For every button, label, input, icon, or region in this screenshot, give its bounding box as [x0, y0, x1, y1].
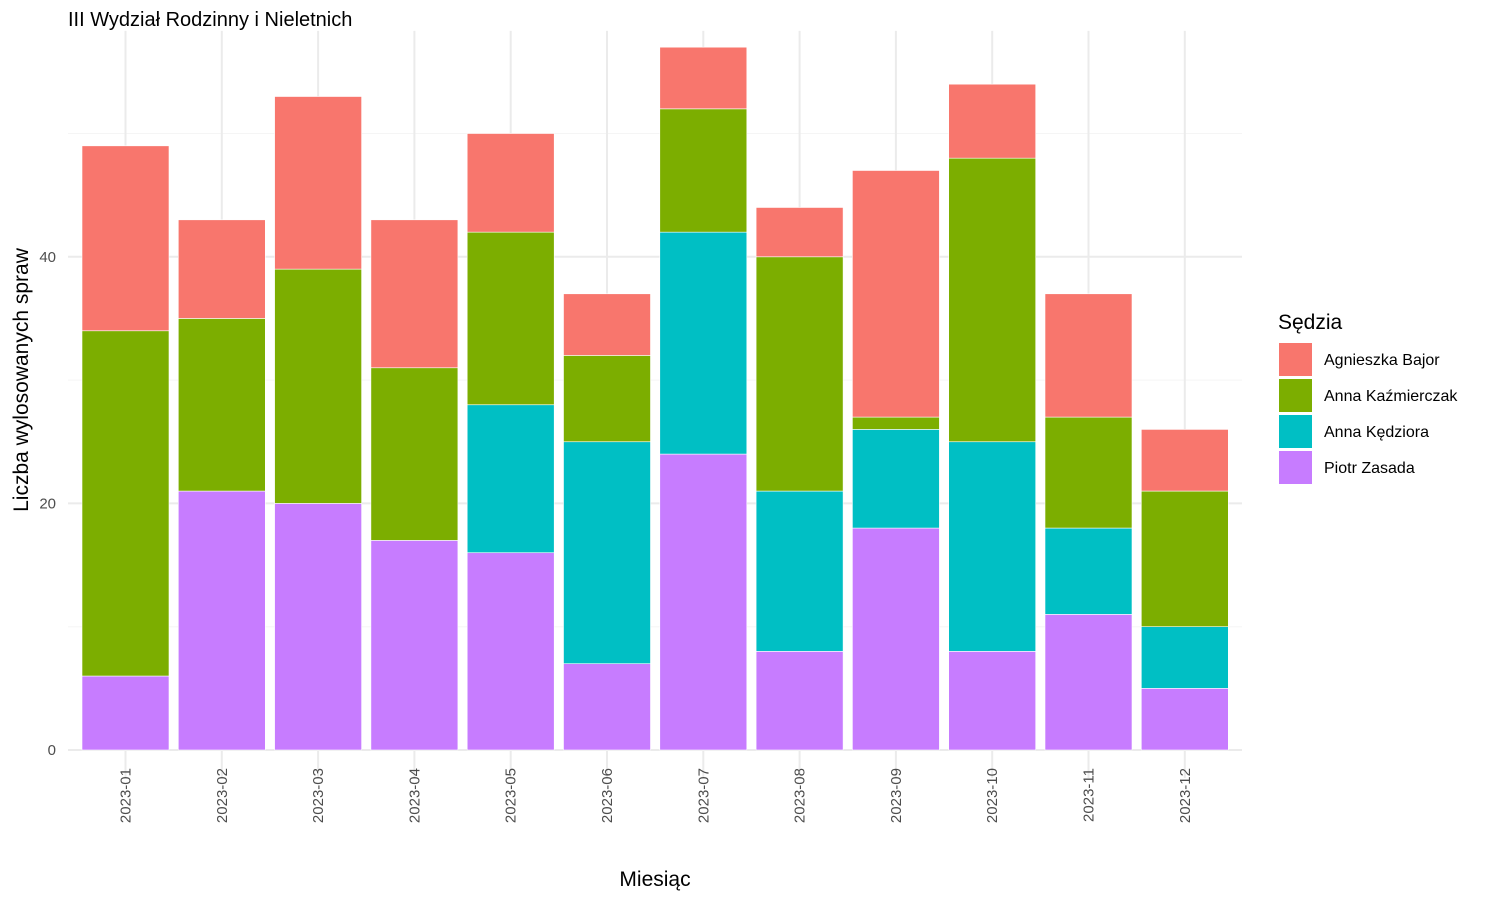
x-tick-label: 2023-01 — [118, 768, 135, 823]
bar-segment-anna-kaźmierczak-2023-07 — [659, 108, 748, 233]
bar-segment-anna-kędziora-2023-09 — [852, 429, 940, 529]
legend-label: Piotr Zasada — [1324, 460, 1415, 477]
x-tick-label: 2023-10 — [984, 768, 1001, 823]
bar-segment-anna-kędziora-2023-05 — [466, 404, 555, 554]
legend-label: Agnieszka Bajor — [1324, 352, 1440, 369]
legend-label: Anna Kaźmierczak — [1324, 388, 1458, 405]
bar-segment-piotr-zasada-2023-05 — [466, 552, 555, 751]
bar-segment-piotr-zasada-2023-11 — [1044, 614, 1133, 751]
legend-swatch — [1279, 343, 1312, 376]
x-tick-label: 2023-11 — [1081, 768, 1098, 822]
bar-segment-piotr-zasada-2023-01 — [81, 675, 170, 751]
bar-segment-anna-kędziora-2023-10 — [948, 441, 1037, 652]
bar-segment-agnieszka-bajor-2023-08 — [755, 207, 844, 258]
bar-segment-anna-kaźmierczak-2023-08 — [755, 256, 844, 492]
bar-segment-piotr-zasada-2023-07 — [659, 453, 748, 751]
y-tick-label: 20 — [39, 495, 56, 512]
bar-segment-anna-kędziora-2023-07 — [659, 231, 748, 455]
y-tick-label: 0 — [48, 742, 56, 759]
bar-segment-piotr-zasada-2023-03 — [274, 503, 362, 751]
bar-segment-anna-kaźmierczak-2023-02 — [178, 318, 266, 492]
bar-segment-agnieszka-bajor-2023-09 — [852, 170, 940, 418]
legend-label: Anna Kędziora — [1324, 424, 1429, 441]
bar-segment-agnieszka-bajor-2023-11 — [1044, 293, 1133, 418]
bar-segment-agnieszka-bajor-2023-01 — [81, 145, 170, 332]
y-axis-title: Liczba wylosowanych spraw — [10, 247, 33, 512]
bar-segment-anna-kaźmierczak-2023-06 — [563, 355, 651, 443]
bar-segment-anna-kędziora-2023-08 — [755, 490, 844, 652]
x-tick-label: 2023-05 — [503, 768, 520, 823]
bar-segment-anna-kaźmierczak-2023-09 — [852, 416, 940, 430]
x-tick-label: 2023-03 — [310, 768, 327, 823]
bar-segment-agnieszka-bajor-2023-02 — [178, 219, 266, 319]
bar-segment-agnieszka-bajor-2023-06 — [563, 293, 651, 356]
x-axis-title: Miesiąc — [619, 868, 690, 891]
bar-segment-piotr-zasada-2023-04 — [370, 540, 459, 751]
legend-swatch — [1279, 451, 1312, 484]
x-axis-ticks: 2023-01 2023-02 2023-03 2023-04 2023-05 2023-… — [118, 768, 1194, 823]
bar-segment-piotr-zasada-2023-10 — [948, 651, 1037, 751]
x-tick-label: 2023-02 — [214, 768, 231, 823]
legend-title: Sędzia — [1278, 311, 1343, 334]
legend-swatch — [1279, 379, 1312, 412]
x-tick-label: 2023-07 — [695, 768, 712, 823]
x-tick-label: 2023-06 — [599, 768, 616, 823]
bar-segment-agnieszka-bajor-2023-05 — [466, 133, 555, 233]
bar-segment-piotr-zasada-2023-02 — [178, 490, 266, 751]
bar-segment-piotr-zasada-2023-12 — [1141, 688, 1229, 751]
bar-segment-anna-kaźmierczak-2023-04 — [370, 367, 459, 541]
bar-segment-agnieszka-bajor-2023-10 — [948, 83, 1037, 159]
bar-segment-anna-kaźmierczak-2023-10 — [948, 157, 1037, 443]
bar-segment-piotr-zasada-2023-09 — [852, 527, 940, 751]
chart-title: III Wydział Rodzinny i Nieletnich — [68, 9, 352, 31]
x-tick-label: 2023-09 — [888, 768, 905, 823]
bar-segment-anna-kędziora-2023-12 — [1141, 626, 1229, 689]
bar-segment-anna-kędziora-2023-11 — [1044, 527, 1133, 615]
bar-segment-anna-kaźmierczak-2023-05 — [466, 231, 555, 406]
bar-segment-agnieszka-bajor-2023-03 — [274, 96, 362, 270]
bar-segment-anna-kaźmierczak-2023-03 — [274, 268, 362, 504]
bar-segment-piotr-zasada-2023-08 — [755, 651, 844, 751]
x-tick-label: 2023-04 — [406, 768, 423, 823]
bar-segment-anna-kaźmierczak-2023-11 — [1044, 416, 1133, 529]
bar-segment-agnieszka-bajor-2023-07 — [659, 46, 748, 110]
bars — [81, 46, 1229, 751]
bar-segment-anna-kędziora-2023-06 — [563, 441, 651, 664]
legend-swatch — [1279, 415, 1312, 448]
y-axis-ticks: 0 20 40 — [39, 249, 56, 759]
bar-segment-piotr-zasada-2023-06 — [563, 663, 651, 751]
bar-segment-anna-kaźmierczak-2023-12 — [1141, 490, 1229, 628]
x-tick-label: 2023-08 — [792, 768, 809, 823]
bar-segment-agnieszka-bajor-2023-12 — [1141, 429, 1229, 492]
y-tick-label: 40 — [39, 249, 56, 266]
x-tick-label: 2023-12 — [1177, 768, 1194, 823]
legend: Sędzia Agnieszka Bajor Anna Kaźmierczak An… — [1278, 311, 1458, 484]
bar-segment-anna-kaźmierczak-2023-01 — [81, 330, 170, 677]
bar-segment-agnieszka-bajor-2023-04 — [370, 219, 459, 369]
